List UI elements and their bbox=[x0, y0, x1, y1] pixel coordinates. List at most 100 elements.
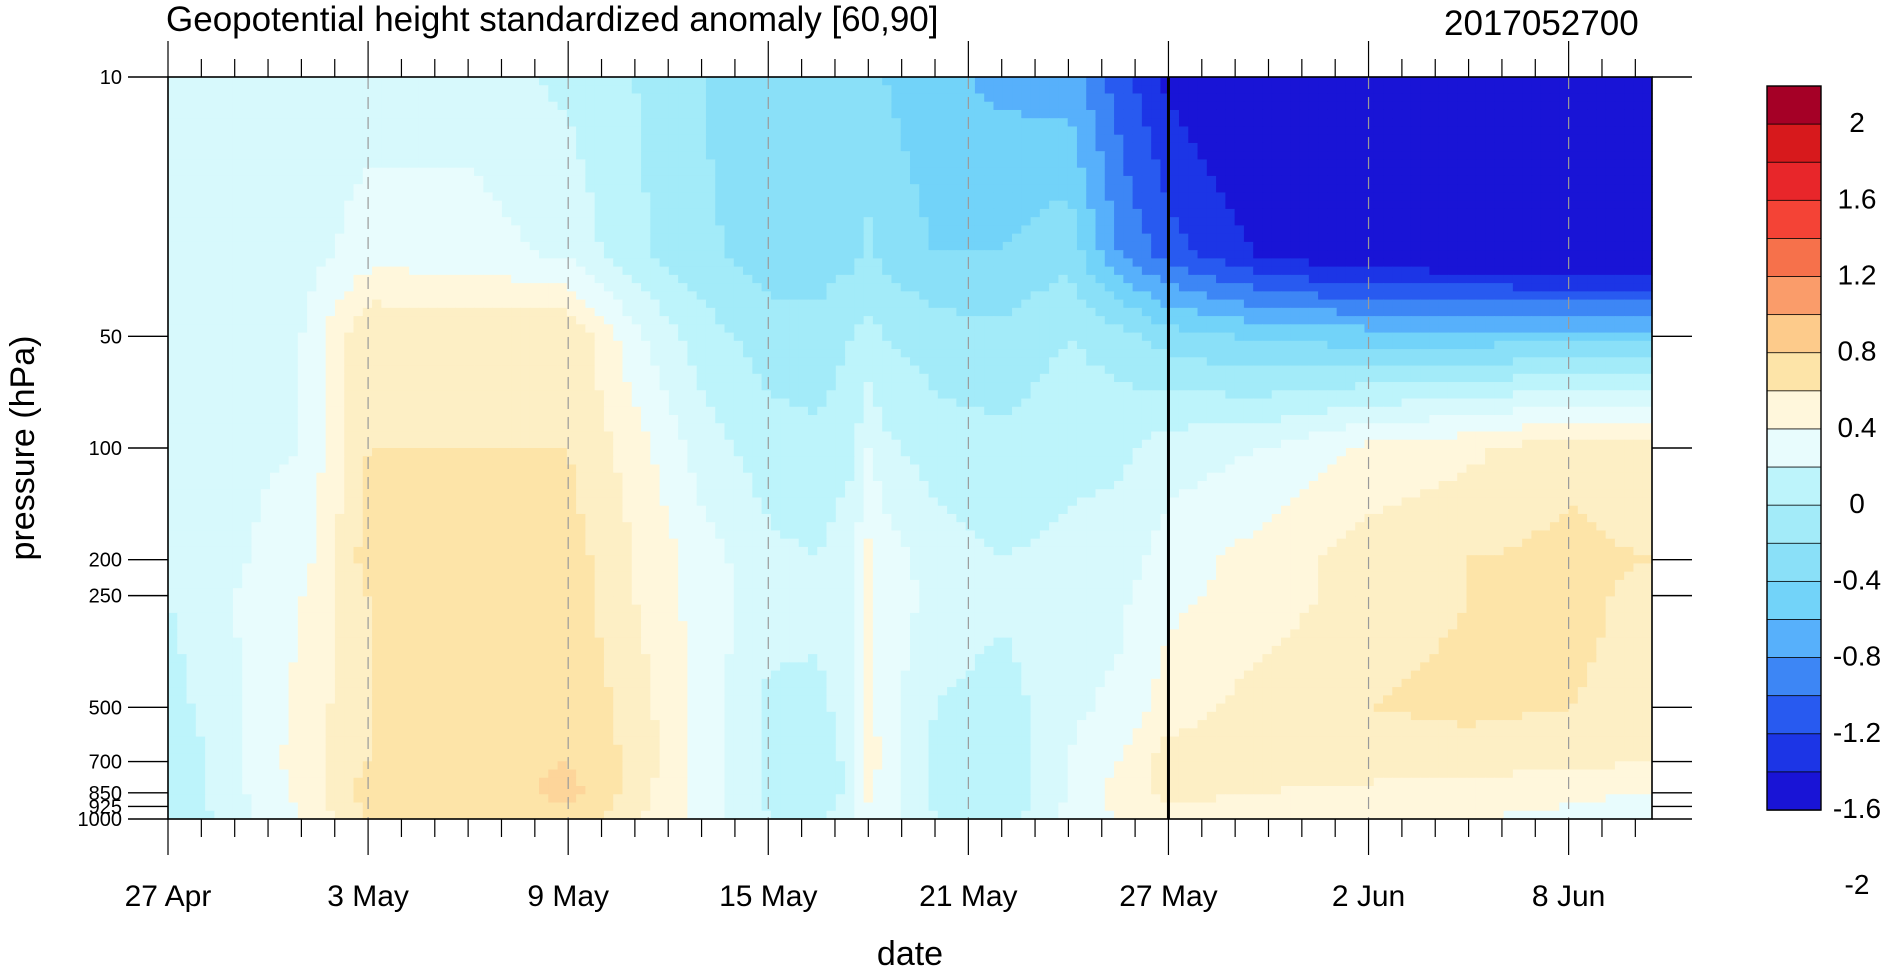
field-cell bbox=[1188, 291, 1199, 301]
field-cell bbox=[446, 241, 457, 251]
field-cell bbox=[752, 250, 763, 259]
field-cell bbox=[1049, 266, 1060, 276]
field-cell bbox=[1633, 109, 1644, 119]
field-cell bbox=[307, 167, 318, 177]
field-cell bbox=[845, 250, 855, 259]
field-cell bbox=[631, 250, 642, 259]
field-cell bbox=[863, 151, 874, 161]
field-cell bbox=[1392, 241, 1403, 251]
field-cell bbox=[947, 77, 957, 86]
field-cell bbox=[937, 118, 948, 128]
field-cell bbox=[214, 184, 225, 194]
field-cell bbox=[576, 109, 586, 119]
field-cell bbox=[1039, 159, 1050, 169]
field-cell bbox=[316, 225, 327, 235]
field-cell bbox=[492, 126, 503, 136]
field-cell bbox=[1206, 217, 1217, 226]
field-cell bbox=[1438, 184, 1449, 194]
field-cell bbox=[965, 316, 976, 325]
field-cell bbox=[770, 159, 781, 169]
field-cell bbox=[1030, 299, 1041, 309]
field-cell bbox=[557, 200, 568, 210]
field-cell bbox=[390, 241, 401, 251]
field-cell bbox=[566, 101, 577, 111]
field-cell bbox=[1206, 151, 1217, 161]
field-cell bbox=[1039, 258, 1050, 268]
field-cell bbox=[956, 134, 967, 144]
field-cell bbox=[1429, 307, 1440, 317]
field-cell bbox=[205, 134, 215, 144]
field-cell bbox=[743, 217, 753, 226]
field-cell bbox=[613, 225, 624, 235]
field-cell bbox=[316, 93, 327, 103]
field-cell bbox=[1058, 93, 1069, 103]
field-cell bbox=[1012, 324, 1022, 334]
field-cell bbox=[576, 225, 586, 235]
field-cell bbox=[696, 307, 707, 317]
field-cell bbox=[1030, 307, 1041, 317]
field-cell bbox=[1549, 192, 1560, 202]
field-cell bbox=[1123, 274, 1134, 284]
field-cell bbox=[436, 151, 447, 161]
field-cell bbox=[1076, 241, 1087, 251]
field-cell bbox=[168, 307, 178, 317]
field-cell bbox=[622, 299, 633, 309]
field-cell bbox=[1429, 200, 1440, 210]
field-cell bbox=[334, 118, 345, 128]
field-cell bbox=[381, 159, 392, 169]
field-cell bbox=[177, 85, 188, 95]
field-cell bbox=[1281, 299, 1291, 309]
field-cell bbox=[576, 324, 586, 334]
field-cell bbox=[436, 208, 447, 218]
field-cell bbox=[613, 101, 624, 111]
field-cell bbox=[539, 200, 549, 210]
field-cell bbox=[1345, 126, 1356, 136]
field-cell bbox=[650, 184, 661, 194]
field-cell bbox=[1410, 258, 1421, 268]
field-cell bbox=[668, 167, 679, 177]
field-cell bbox=[548, 126, 559, 136]
field-cell bbox=[1485, 299, 1495, 309]
field-cell bbox=[1188, 142, 1199, 152]
field-cell bbox=[687, 324, 698, 334]
field-cell bbox=[780, 258, 791, 268]
field-cell bbox=[436, 200, 447, 210]
field-cell bbox=[1021, 266, 1032, 276]
field-cell bbox=[1475, 241, 1486, 251]
field-cell bbox=[891, 167, 902, 177]
field-cell bbox=[399, 126, 410, 136]
field-cell bbox=[715, 217, 726, 226]
field-cell bbox=[668, 192, 679, 202]
field-cell bbox=[1299, 159, 1310, 169]
field-cell bbox=[529, 250, 540, 259]
field-cell bbox=[1577, 250, 1588, 259]
field-cell bbox=[539, 283, 549, 292]
field-cell bbox=[1253, 274, 1264, 284]
field-cell bbox=[1392, 299, 1403, 309]
field-cell bbox=[1290, 250, 1301, 259]
field-cell bbox=[1355, 258, 1366, 268]
field-cell bbox=[947, 109, 957, 119]
field-cell bbox=[1512, 241, 1523, 251]
field-cell bbox=[1401, 159, 1412, 169]
field-cell bbox=[1281, 85, 1291, 95]
field-cell bbox=[1123, 159, 1134, 169]
field-cell bbox=[1624, 291, 1635, 301]
field-cell bbox=[807, 200, 818, 210]
field-cell bbox=[715, 200, 726, 210]
field-cell bbox=[1281, 307, 1291, 317]
field-cell bbox=[455, 184, 466, 194]
field-cell bbox=[1151, 233, 1162, 243]
field-cell bbox=[511, 126, 522, 136]
field-cell bbox=[195, 217, 206, 226]
field-cell bbox=[1299, 324, 1310, 334]
field-cell bbox=[854, 85, 865, 95]
field-cell bbox=[372, 126, 382, 136]
field-cell bbox=[724, 93, 735, 103]
field-cell bbox=[1596, 283, 1607, 292]
field-cell bbox=[641, 208, 651, 218]
field-cell bbox=[1447, 159, 1458, 169]
field-cell bbox=[1494, 192, 1505, 202]
field-cell bbox=[585, 200, 596, 210]
field-cell bbox=[1605, 109, 1616, 119]
